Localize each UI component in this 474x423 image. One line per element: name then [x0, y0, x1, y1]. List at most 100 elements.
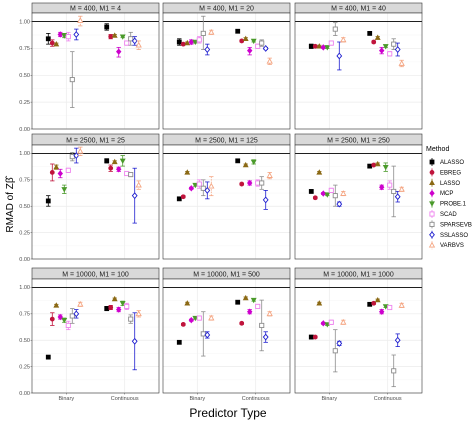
panel-border [162, 144, 291, 260]
data-point [108, 165, 114, 171]
legend-label: SCAD [440, 212, 457, 218]
data-point [53, 164, 60, 170]
data-point [73, 31, 80, 38]
data-point [336, 52, 343, 60]
data-point [119, 34, 126, 40]
y-tick-label: 1.00 [19, 19, 30, 25]
data-point [332, 193, 338, 199]
data-point [391, 188, 397, 194]
data-point [259, 40, 265, 46]
data-point [266, 172, 273, 178]
facet-strip-label: M = 10000, M1 = 100 [62, 272, 129, 279]
data-point [49, 316, 55, 322]
data-point [176, 39, 182, 45]
legend-label: VARBVS [440, 243, 464, 249]
y-tick-label: 0.25 [19, 100, 30, 106]
data-point [312, 43, 318, 49]
data-point [316, 169, 323, 175]
data-point [69, 77, 75, 83]
data-point [45, 198, 51, 204]
legend-item: LASSO [429, 178, 460, 187]
data-point [371, 39, 377, 45]
y-tick-label: 0.75 [19, 312, 30, 318]
panel-border [294, 12, 423, 130]
x-tick-label: Binary [321, 396, 337, 402]
data-point [391, 41, 397, 47]
data-point [111, 158, 118, 165]
facet-panel: M = 2500, M1 = 25 0.00 0.25 0.50 0.75 1.00 [19, 133, 160, 263]
data-point [176, 196, 182, 202]
data-point [111, 32, 118, 38]
y-tick-label: 0.50 [19, 73, 30, 79]
data-point [332, 26, 338, 32]
plot-background [32, 145, 159, 259]
legend-key-marker [429, 231, 435, 239]
data-point [57, 170, 63, 177]
data-point [131, 337, 138, 345]
facet-panel: M = 2500, M1 = 250 [294, 133, 423, 260]
data-point [111, 295, 118, 302]
legend-label: MCP [440, 191, 453, 197]
legend-item: PROBE.1 [429, 199, 467, 208]
x-tick-label: Continuous [374, 396, 402, 402]
y-tick-label: 0.00 [19, 127, 30, 133]
legend-items: ALASSO EBREG LASSO MCP PROBE.1 SCAD SPARSEVB SS… [428, 158, 472, 250]
data-point [73, 152, 80, 159]
data-point [262, 45, 269, 52]
data-point [374, 34, 381, 40]
data-point [398, 185, 405, 192]
data-point [239, 320, 245, 326]
y-axis-title: RMAD of Zβ̂ [4, 175, 16, 232]
y-tick-label: 0.25 [19, 364, 30, 370]
facet-panels: M = 400, M1 = 40.000.250.500.751.00M = 4… [19, 2, 423, 402]
legend-label: EBREG [440, 170, 461, 176]
data-point [266, 57, 273, 64]
data-point [340, 190, 347, 196]
data-point [65, 322, 71, 328]
data-point [131, 192, 138, 200]
y-tick-label: 0.00 [19, 391, 30, 397]
data-point [208, 314, 215, 321]
data-point [235, 299, 241, 305]
data-point [398, 60, 405, 66]
data-point [184, 169, 191, 175]
data-point [49, 40, 55, 46]
data-point [128, 172, 134, 178]
data-point [180, 194, 186, 200]
data-point [336, 339, 343, 347]
data-point [65, 34, 71, 40]
facet-strip-label: M = 2500, M1 = 125 [195, 138, 258, 145]
data-point [308, 189, 314, 194]
y-tick-label: 0.25 [19, 230, 30, 236]
data-point [196, 315, 202, 321]
data-point [262, 333, 269, 341]
legend-key-marker [429, 221, 435, 227]
y-tick-label: 0.50 [19, 204, 30, 210]
data-point [204, 331, 211, 339]
data-point [192, 315, 199, 322]
data-point [180, 321, 186, 327]
data-point [45, 354, 51, 360]
data-point [128, 36, 134, 42]
data-point [328, 187, 334, 193]
data-point [250, 38, 257, 45]
data-point [61, 33, 68, 39]
data-point [208, 182, 215, 189]
data-point [116, 306, 122, 313]
facet-panel: M = 2500, M1 = 125 [162, 133, 291, 260]
facet-panel: M = 400, M1 = 4 0.00 0.25 0.50 0.75 1.00 [19, 2, 160, 133]
data-point [61, 317, 68, 324]
data-point [312, 195, 318, 201]
x-axis-title: Predictor Type [189, 406, 266, 420]
data-point [77, 147, 84, 154]
data-point [308, 43, 314, 49]
data-point [328, 319, 334, 325]
data-point [382, 44, 389, 50]
data-point [135, 181, 142, 188]
data-point [235, 158, 241, 164]
data-point [320, 44, 326, 51]
data-point [255, 303, 261, 309]
legend-item: MCP [429, 189, 453, 198]
facet-strip-label: M = 10000, M1 = 1000 [323, 272, 394, 279]
